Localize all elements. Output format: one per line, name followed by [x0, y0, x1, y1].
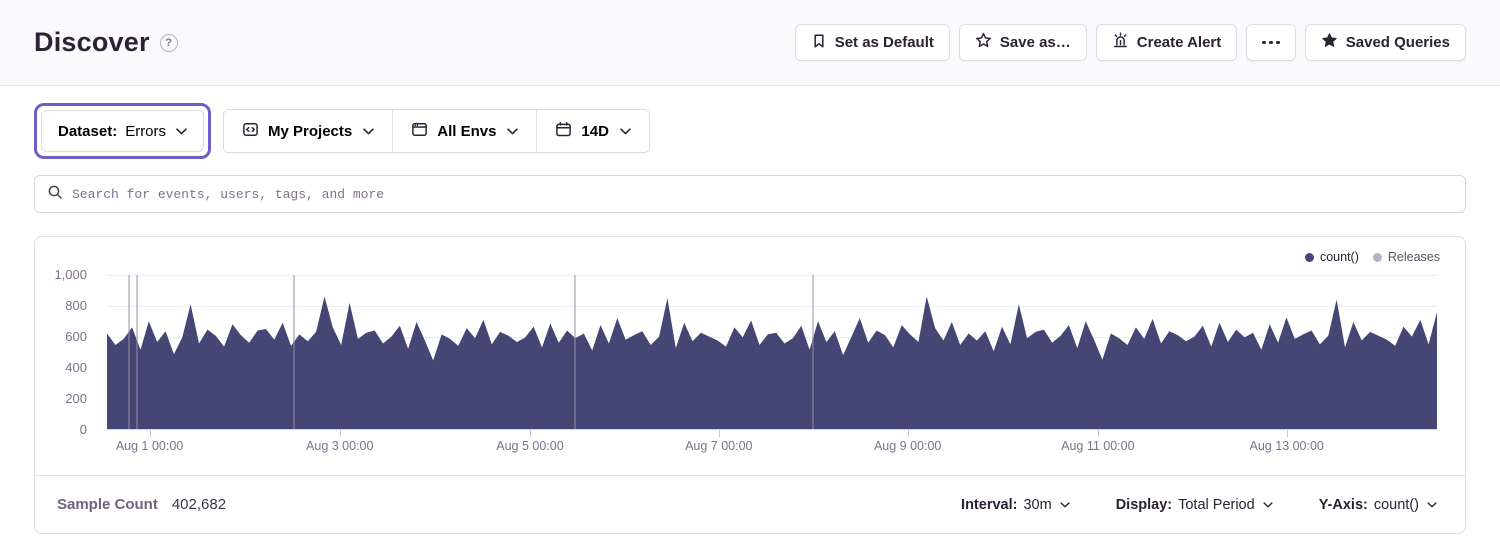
more-options-button[interactable]: [1246, 24, 1296, 61]
release-marker-line: [573, 275, 576, 429]
events-chart-plot[interactable]: [107, 275, 1437, 430]
create-alert-button[interactable]: Create Alert: [1095, 24, 1238, 61]
filter-row: Dataset: Errors My Projects: [34, 103, 1466, 159]
release-marker-line: [128, 275, 131, 429]
display-label: Display:: [1115, 496, 1173, 513]
saved-queries-button[interactable]: Saved Queries: [1304, 24, 1466, 61]
x-axis-tick-label: Aug 5 00:00: [496, 439, 564, 453]
projects-value: My Projects: [268, 122, 353, 140]
yaxis-value: count(): [1373, 496, 1419, 513]
yaxis-label: Y-Axis:: [1318, 496, 1368, 513]
events-chart-card: count() Releases 0 200 400 600 800 1,000 Aug 1…: [34, 236, 1466, 534]
divider: [392, 110, 394, 152]
x-axis-tick-label: Aug 9 00:00: [873, 439, 942, 453]
star-filled-icon: [1321, 32, 1338, 53]
x-axis-tick-label: Aug 13 00:00: [1249, 439, 1324, 453]
chevron-down-icon: [620, 127, 631, 135]
star-outline-icon: [975, 32, 992, 53]
sample-count: Sample Count 402,682: [57, 496, 226, 513]
chevron-down-icon: [1060, 501, 1070, 508]
x-axis-tick: [529, 430, 531, 437]
search-input[interactable]: [72, 186, 1453, 202]
daterange-dropdown[interactable]: 14D: [537, 110, 649, 152]
page-header: Discover ? Set as Default Save as… Creat…: [0, 0, 1500, 86]
count-area-series: [107, 296, 1437, 429]
interval-value: 30m: [1023, 496, 1052, 513]
bookmark-icon: [811, 33, 827, 53]
ellipsis-icon: [1262, 40, 1280, 45]
y-axis-tick-label: 0: [79, 422, 87, 437]
x-axis-tick: [149, 430, 151, 437]
chevron-down-icon: [363, 127, 375, 135]
save-as-button[interactable]: Save as…: [958, 24, 1087, 61]
chevron-down-icon: [1427, 501, 1437, 508]
chevron-down-icon: [176, 127, 187, 135]
window-icon: [411, 121, 428, 142]
display-dropdown[interactable]: Display: Total Period: [1116, 497, 1273, 513]
release-marker-line: [811, 275, 814, 429]
environments-value: All Envs: [437, 122, 497, 140]
gridline: [107, 305, 1437, 307]
help-icon[interactable]: ?: [159, 33, 178, 52]
legend-dot: [1372, 252, 1382, 262]
legend-label: count(): [1319, 250, 1359, 264]
y-axis-labels: 0 200 400 600 800 1,000: [35, 267, 97, 437]
sample-count-label: Sample Count: [57, 496, 158, 513]
projects-icon: [242, 121, 259, 142]
chart-footer: Sample Count 402,682 Interval: 30m Displ…: [35, 475, 1465, 533]
environments-dropdown[interactable]: All Envs: [393, 110, 537, 152]
x-axis-tick: [907, 430, 909, 437]
dataset-highlight-outline: Dataset: Errors: [34, 103, 212, 159]
x-axis-tick: [718, 430, 720, 437]
y-axis-tick-label: 600: [65, 329, 87, 344]
dataset-label: Dataset:: [58, 122, 118, 140]
set-as-default-label: Set as Default: [834, 34, 934, 51]
saved-queries-label: Saved Queries: [1345, 34, 1450, 51]
x-axis-tick: [1097, 430, 1099, 437]
calendar-icon: [555, 121, 572, 142]
header-actions: Set as Default Save as… Create Alert Sav…: [794, 24, 1466, 61]
dataset-value: Errors: [125, 122, 167, 140]
gridline: [107, 275, 1437, 276]
chart-legend: count() Releases: [1304, 250, 1440, 264]
interval-dropdown[interactable]: Interval: 30m: [961, 497, 1070, 513]
siren-icon: [1112, 32, 1129, 53]
interval-label: Interval:: [961, 496, 1018, 513]
daterange-value: 14D: [581, 122, 609, 140]
x-axis-tick: [339, 430, 341, 437]
release-marker-line: [136, 275, 139, 429]
set-as-default-button[interactable]: Set as Default: [794, 24, 950, 61]
x-axis-tick-label: Aug 7 00:00: [685, 439, 753, 453]
chevron-down-icon: [507, 127, 519, 135]
chevron-down-icon: [1263, 501, 1273, 508]
x-axis-tick-label: Aug 1 00:00: [115, 439, 184, 453]
projects-dropdown[interactable]: My Projects: [224, 110, 393, 152]
search-bar: [34, 175, 1466, 213]
x-axis-tick: [1286, 430, 1288, 437]
y-axis-tick-label: 200: [65, 391, 87, 406]
yaxis-dropdown[interactable]: Y-Axis: count(): [1319, 497, 1437, 513]
y-axis-tick-label: 800: [65, 298, 87, 313]
divider: [536, 110, 538, 152]
y-axis-tick-label: 1,000: [54, 267, 87, 282]
legend-dot: [1304, 252, 1314, 262]
x-axis-ticks: [107, 430, 1437, 437]
search-icon: [47, 184, 63, 205]
page-title: Discover: [34, 27, 150, 57]
chart-footer-controls: Interval: 30m Display: Total Period Y-Ax…: [961, 497, 1437, 513]
sample-count-value: 402,682: [171, 496, 227, 513]
x-axis-tick-label: Aug 11 00:00: [1061, 439, 1135, 453]
page-filter-bar: My Projects All Envs 14D: [223, 109, 650, 153]
legend-item-releases[interactable]: Releases: [1372, 250, 1440, 264]
save-as-label: Save as…: [999, 34, 1071, 51]
create-alert-label: Create Alert: [1136, 34, 1222, 51]
x-axis-tick-label: Aug 3 00:00: [306, 439, 374, 453]
dataset-dropdown[interactable]: Dataset: Errors: [41, 110, 205, 152]
display-value: Total Period: [1178, 496, 1255, 513]
legend-label: Releases: [1387, 250, 1440, 264]
y-axis-tick-label: 400: [65, 360, 87, 375]
x-axis-labels: Aug 1 00:00 Aug 3 00:00 Aug 5 00:00 Aug 7 0…: [107, 439, 1437, 455]
legend-item-count-[interactable]: count(): [1304, 250, 1359, 264]
release-marker-line: [293, 275, 296, 429]
